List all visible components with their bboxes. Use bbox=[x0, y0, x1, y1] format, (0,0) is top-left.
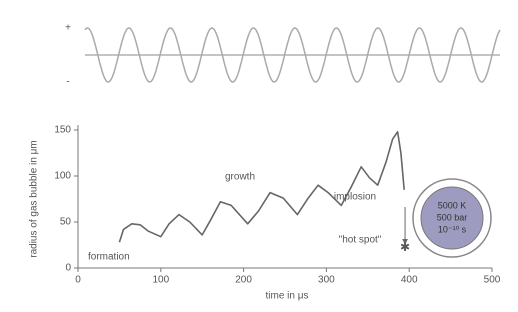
x-axis-label: time in μs bbox=[266, 291, 309, 302]
x-tick-label: 100 bbox=[152, 275, 169, 286]
x-tick-label: 200 bbox=[235, 275, 252, 286]
y-axis-label: radius of gas bubble in μm bbox=[29, 140, 40, 258]
annotation: implosion bbox=[334, 192, 376, 203]
x-tick-label: 300 bbox=[318, 275, 335, 286]
radius-line bbox=[119, 132, 404, 242]
minus-label: - bbox=[66, 77, 69, 88]
annotation: formation bbox=[88, 252, 130, 263]
y-tick-label: 100 bbox=[54, 171, 71, 182]
plus-label: + bbox=[65, 23, 71, 34]
bubble-text: 500 bar bbox=[437, 212, 468, 222]
y-tick-label: 0 bbox=[65, 263, 71, 274]
annotation: growth bbox=[225, 172, 255, 183]
x-tick-label: 500 bbox=[484, 275, 501, 286]
x-tick-label: 400 bbox=[401, 275, 418, 286]
y-tick-label: 150 bbox=[54, 125, 71, 136]
figure: + - 0 50 100 150 0 100 200 300 400 500 time in μs rad… bbox=[0, 0, 518, 312]
annotation: "hot spot" bbox=[339, 235, 382, 246]
hot-spot: ✱ bbox=[400, 240, 410, 254]
bubble-text: 5000 K bbox=[438, 200, 467, 210]
y-tick-label: 50 bbox=[60, 217, 72, 228]
bubble-text: 10⁻¹⁰ s bbox=[438, 224, 467, 234]
x-tick-label: 0 bbox=[75, 275, 81, 286]
